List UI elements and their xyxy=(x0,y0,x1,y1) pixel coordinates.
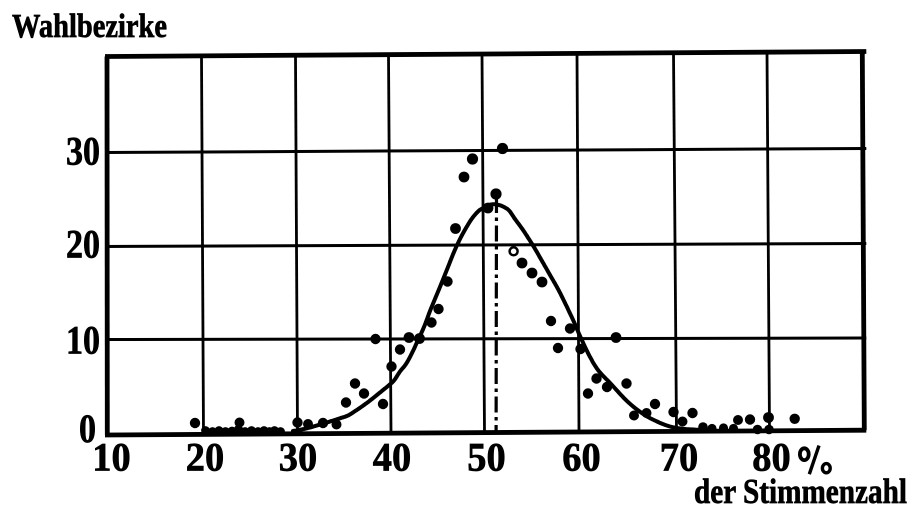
svg-text:Wahlbezirke: Wahlbezirke xyxy=(12,8,167,45)
svg-text:30: 30 xyxy=(279,436,317,480)
svg-text:60: 60 xyxy=(562,436,600,480)
svg-text:10: 10 xyxy=(92,436,130,480)
svg-text:20: 20 xyxy=(186,436,224,480)
svg-text:70: 70 xyxy=(660,436,698,480)
svg-text:10: 10 xyxy=(66,319,100,363)
svg-text:20: 20 xyxy=(66,223,100,267)
svg-text:der Stimmenzahl: der Stimmenzahl xyxy=(694,472,907,511)
svg-text:40: 40 xyxy=(373,436,411,480)
svg-text:50: 50 xyxy=(467,436,505,480)
svg-text:30: 30 xyxy=(66,130,100,174)
